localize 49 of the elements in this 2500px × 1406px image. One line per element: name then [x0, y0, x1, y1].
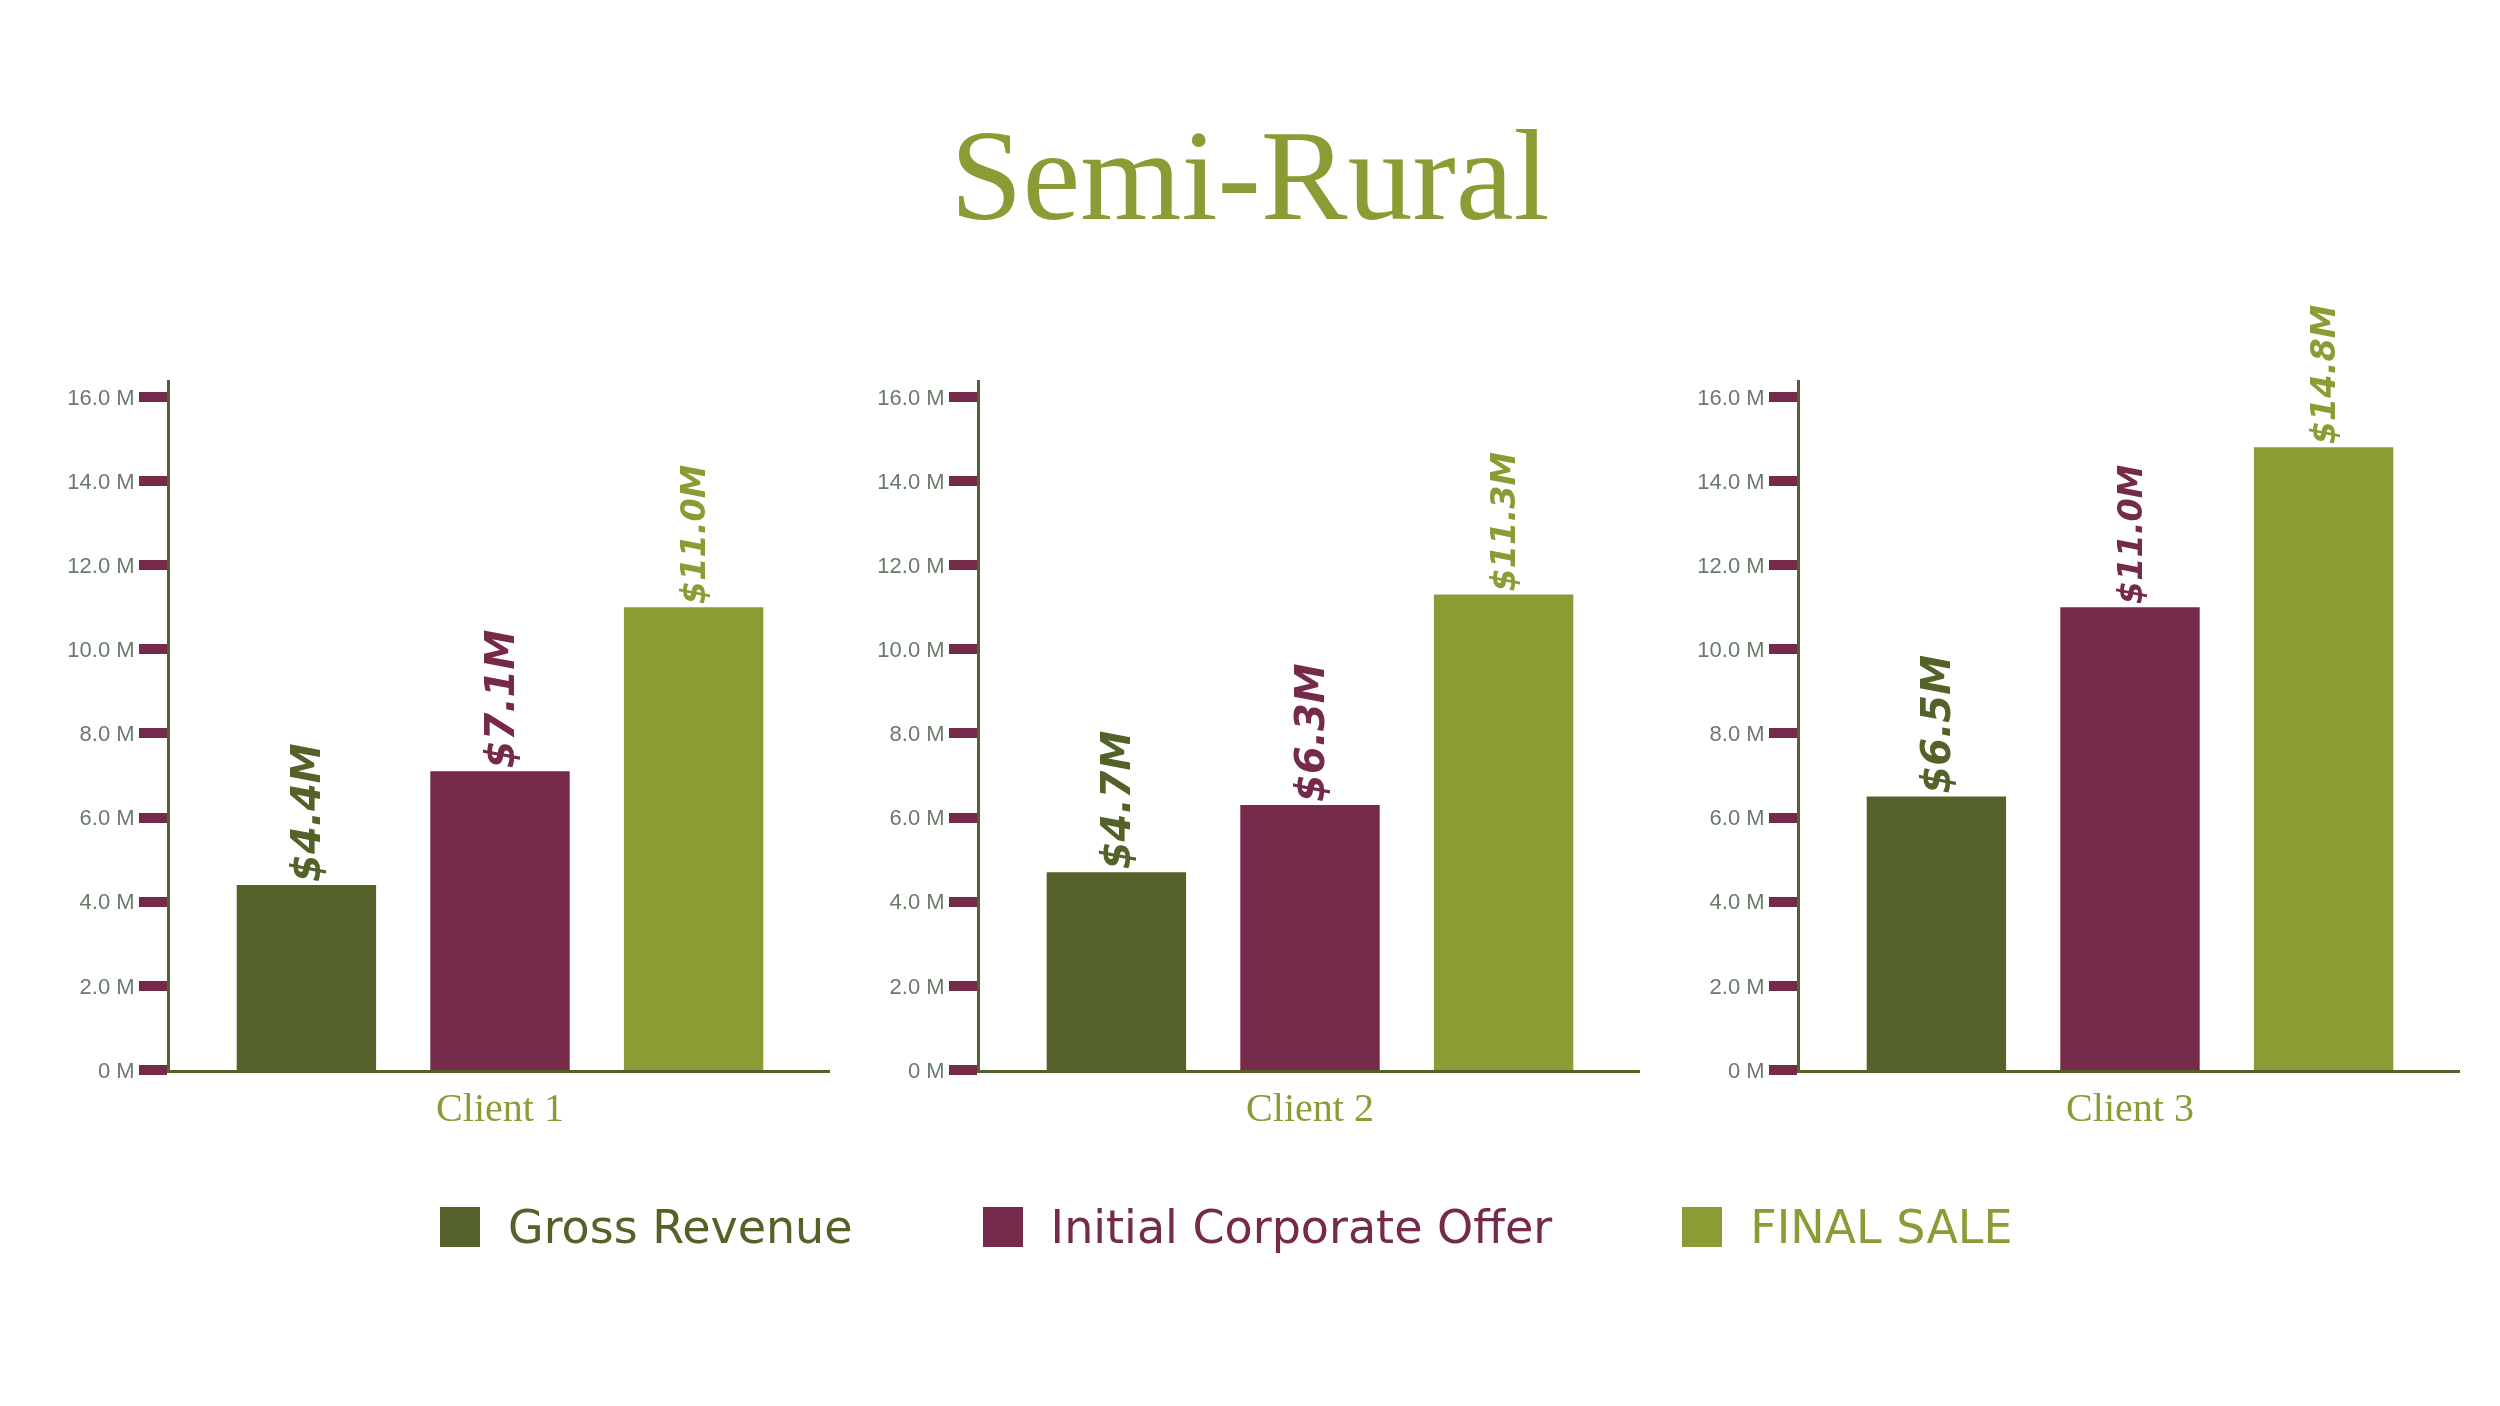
data-label: $7.1M [477, 629, 523, 769]
y-tick-label: 4.0 M [889, 889, 945, 915]
y-tick-label: 8.0 M [889, 721, 945, 747]
bar [2060, 607, 2200, 1070]
y-tick-label: 2.0 M [889, 973, 945, 999]
y-tick-label: 12.0 M [1697, 552, 1765, 578]
y-tick-label: 12.0 M [67, 552, 135, 578]
legend-label: Initial Corporate Offer [1050, 1200, 1553, 1254]
data-label: $6.3M [1287, 663, 1333, 802]
y-tick-label: 6.0 M [889, 805, 945, 831]
y-tick-label: 2.0 M [1709, 973, 1765, 999]
data-label: $14.8M [2304, 304, 2344, 445]
x-tick-label: Client 3 [2066, 1085, 2194, 1130]
bar [1240, 804, 1380, 1070]
y-tick-label: 8.0 M [79, 721, 135, 747]
y-tick-label: 10.0 M [1697, 636, 1765, 662]
x-tick-label: Client 1 [436, 1085, 564, 1130]
y-tick-label: 10.0 M [877, 636, 945, 662]
bar [623, 607, 764, 1070]
y-tick-label: 14.0 M [1697, 468, 1765, 494]
y-tick-label: 12.0 M [877, 552, 945, 578]
y-tick-label: 8.0 M [1709, 721, 1765, 747]
bar [1433, 594, 1574, 1070]
y-tick-label: 16.0 M [67, 384, 135, 410]
bar [430, 771, 570, 1070]
y-tick-label: 0 M [97, 1057, 135, 1083]
y-tick-label: 0 M [1727, 1057, 1765, 1083]
data-label: $6.5M [1913, 655, 1960, 794]
bar [2253, 447, 2394, 1070]
chart-title: Semi-Rural [949, 102, 1551, 249]
y-tick-label: 14.0 M [67, 468, 135, 494]
y-tick-label: 16.0 M [877, 384, 945, 410]
data-label: $11.0M [2110, 464, 2150, 605]
y-tick-label: 4.0 M [79, 889, 135, 915]
y-tick-label: 14.0 M [877, 468, 945, 494]
data-label: $4.7M [1093, 730, 1140, 870]
legend-label: Gross Revenue [508, 1200, 853, 1254]
data-label: $11.3M [1484, 452, 1524, 592]
y-tick-label: 6.0 M [1709, 805, 1765, 831]
x-tick-label: Client 2 [1246, 1085, 1374, 1130]
y-tick-label: 4.0 M [1709, 889, 1765, 915]
y-tick-label: 10.0 M [67, 636, 135, 662]
y-tick-label: 6.0 M [79, 805, 135, 831]
y-tick-label: 16.0 M [1697, 384, 1765, 410]
data-label: $11.0M [674, 464, 714, 605]
legend-label: FINAL SALE [1750, 1200, 2013, 1254]
y-tick-label: 2.0 M [79, 973, 135, 999]
data-label: $4.4M [283, 743, 330, 882]
y-tick-label: 0 M [907, 1057, 945, 1083]
